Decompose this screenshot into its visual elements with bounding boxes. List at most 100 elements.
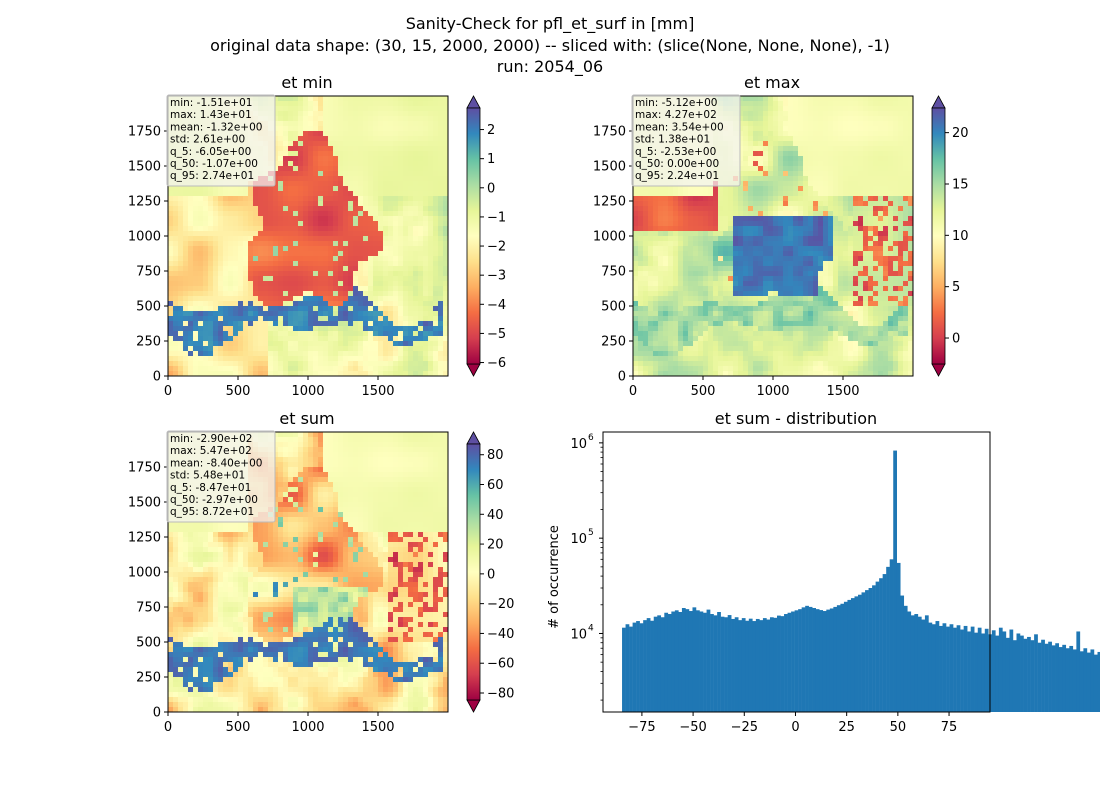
- histogram-bar: [1041, 639, 1045, 712]
- colorbar: 2 1 0 −1 −2 −3 −4 −5 −6: [466, 95, 506, 377]
- histogram-bar: [784, 614, 788, 712]
- histogram-bar: [875, 581, 880, 712]
- histogram-bar: [1048, 641, 1052, 712]
- histogram-bar: [1097, 651, 1100, 712]
- histogram-y-tick-label: 10: [570, 532, 587, 547]
- histogram-y-tick-label: 10: [570, 437, 587, 452]
- histogram-bar: [794, 610, 799, 712]
- histogram-bar: [688, 611, 693, 712]
- colorbar-gradient: [466, 443, 481, 701]
- histogram-bar: [759, 620, 764, 712]
- histogram-bar: [931, 624, 936, 712]
- histogram-bar: [667, 614, 672, 712]
- histogram-bar: [678, 612, 683, 712]
- colorbar-tick-label: 10: [952, 229, 969, 244]
- x-tick-label: 500: [226, 720, 251, 735]
- histogram-bar: [963, 625, 968, 712]
- x-tick-label: 1000: [291, 384, 324, 399]
- histogram-bar: [910, 615, 915, 712]
- histogram-frame: [602, 431, 991, 713]
- histogram-bar: [907, 611, 912, 712]
- x-tick-label: 0: [164, 720, 172, 735]
- histogram-bar: [1072, 649, 1077, 712]
- histogram-bar: [1055, 643, 1060, 712]
- histogram-bar: [1027, 636, 1031, 712]
- colorbar-tick-label: 80: [487, 448, 504, 463]
- colorbar-extend-max: [466, 431, 481, 445]
- histogram-bar: [798, 609, 802, 712]
- histogram-bar: [734, 617, 739, 712]
- y-tick-label: 1250: [128, 531, 161, 546]
- histogram-bar: [791, 611, 795, 712]
- x-tick-label: 1000: [756, 384, 789, 399]
- panel-et-sum: et sum 0 500 1000 1500 0 250 500 750 1000 1250 150…: [128, 409, 515, 735]
- histogram-bar: [1009, 629, 1014, 712]
- stats-line: min: -5.12e+00: [635, 97, 717, 109]
- histogram-bar: [1016, 633, 1021, 712]
- histogram-bar: [822, 611, 827, 712]
- colorbar-tick-label: 1: [487, 152, 495, 167]
- histogram-bar: [865, 590, 869, 712]
- histogram-bar: [949, 624, 954, 712]
- x-tick-label: 1000: [291, 720, 324, 735]
- histogram-bar: [921, 619, 926, 712]
- panel-title: et min: [281, 73, 332, 92]
- colorbar-extend-min: [931, 363, 946, 377]
- histogram-bar: [942, 623, 947, 712]
- histogram-bar: [1083, 648, 1088, 712]
- histogram-bar: [1079, 651, 1084, 712]
- histogram-bar: [629, 626, 633, 712]
- colorbar-tick-label: 2: [487, 123, 495, 138]
- histogram-bar: [893, 450, 897, 712]
- histogram-bar: [724, 617, 728, 712]
- histogram-bar: [713, 615, 718, 712]
- histogram-bar: [858, 594, 862, 712]
- panel-et-min: et min 0 500 1000 1500 0 250 500 750 1000 1250 150…: [128, 73, 506, 399]
- histogram-bar: [731, 618, 735, 712]
- stats-line: q_50: -2.97e+00: [170, 494, 258, 506]
- suptitle-line-3: run: 2054_06: [497, 57, 603, 77]
- colorbar-tick-label: 20: [952, 126, 969, 141]
- y-tick-label: 1250: [593, 195, 626, 210]
- histogram-bar: [639, 623, 644, 712]
- histogram-bar: [643, 620, 647, 712]
- histogram-bar: [939, 625, 943, 712]
- histogram-bar: [636, 621, 640, 712]
- histogram-bar: [1076, 631, 1081, 712]
- histogram-bar: [1020, 635, 1024, 712]
- histogram-bar: [854, 596, 859, 712]
- x-tick-label: 1500: [361, 720, 394, 735]
- histogram-bar: [1044, 643, 1049, 712]
- histogram-bar: [868, 588, 873, 712]
- histogram-bar: [998, 627, 1003, 712]
- y-tick-label: 1250: [128, 195, 161, 210]
- histogram-bar: [967, 631, 971, 712]
- histogram-bar: [970, 626, 975, 712]
- colorbar-extend-min: [466, 363, 481, 377]
- histogram-bar: [780, 616, 785, 712]
- histogram-bar: [840, 603, 845, 712]
- colorbar: 20 15 10 5 0: [931, 95, 969, 377]
- histogram-bar: [900, 595, 905, 712]
- histogram-bar: [991, 630, 996, 712]
- histogram-bar: [882, 574, 887, 712]
- histogram-bar: [671, 611, 676, 712]
- y-tick-label: 750: [136, 265, 161, 280]
- histogram-bar: [1069, 645, 1074, 712]
- histogram-bar: [1030, 640, 1035, 712]
- histogram-bar: [1005, 637, 1010, 712]
- stats-line: mean: -1.32e+00: [170, 121, 262, 133]
- stats-line: q_50: -1.07e+00: [170, 158, 258, 170]
- histogram-bar: [850, 598, 855, 712]
- colorbar-tick-label: −2: [487, 240, 506, 255]
- histogram-bar: [1065, 648, 1070, 712]
- histogram-bar: [815, 609, 820, 712]
- histogram-bar: [847, 599, 852, 712]
- histogram-bar: [977, 627, 982, 712]
- map-axes: 0 500 1000 1500 0 250 500 750 1000 1250 1500 1750: [593, 125, 860, 400]
- histogram-bar: [692, 607, 697, 712]
- stats-line: q_95: 2.24e+01: [635, 170, 719, 182]
- histogram-bar: [872, 585, 876, 712]
